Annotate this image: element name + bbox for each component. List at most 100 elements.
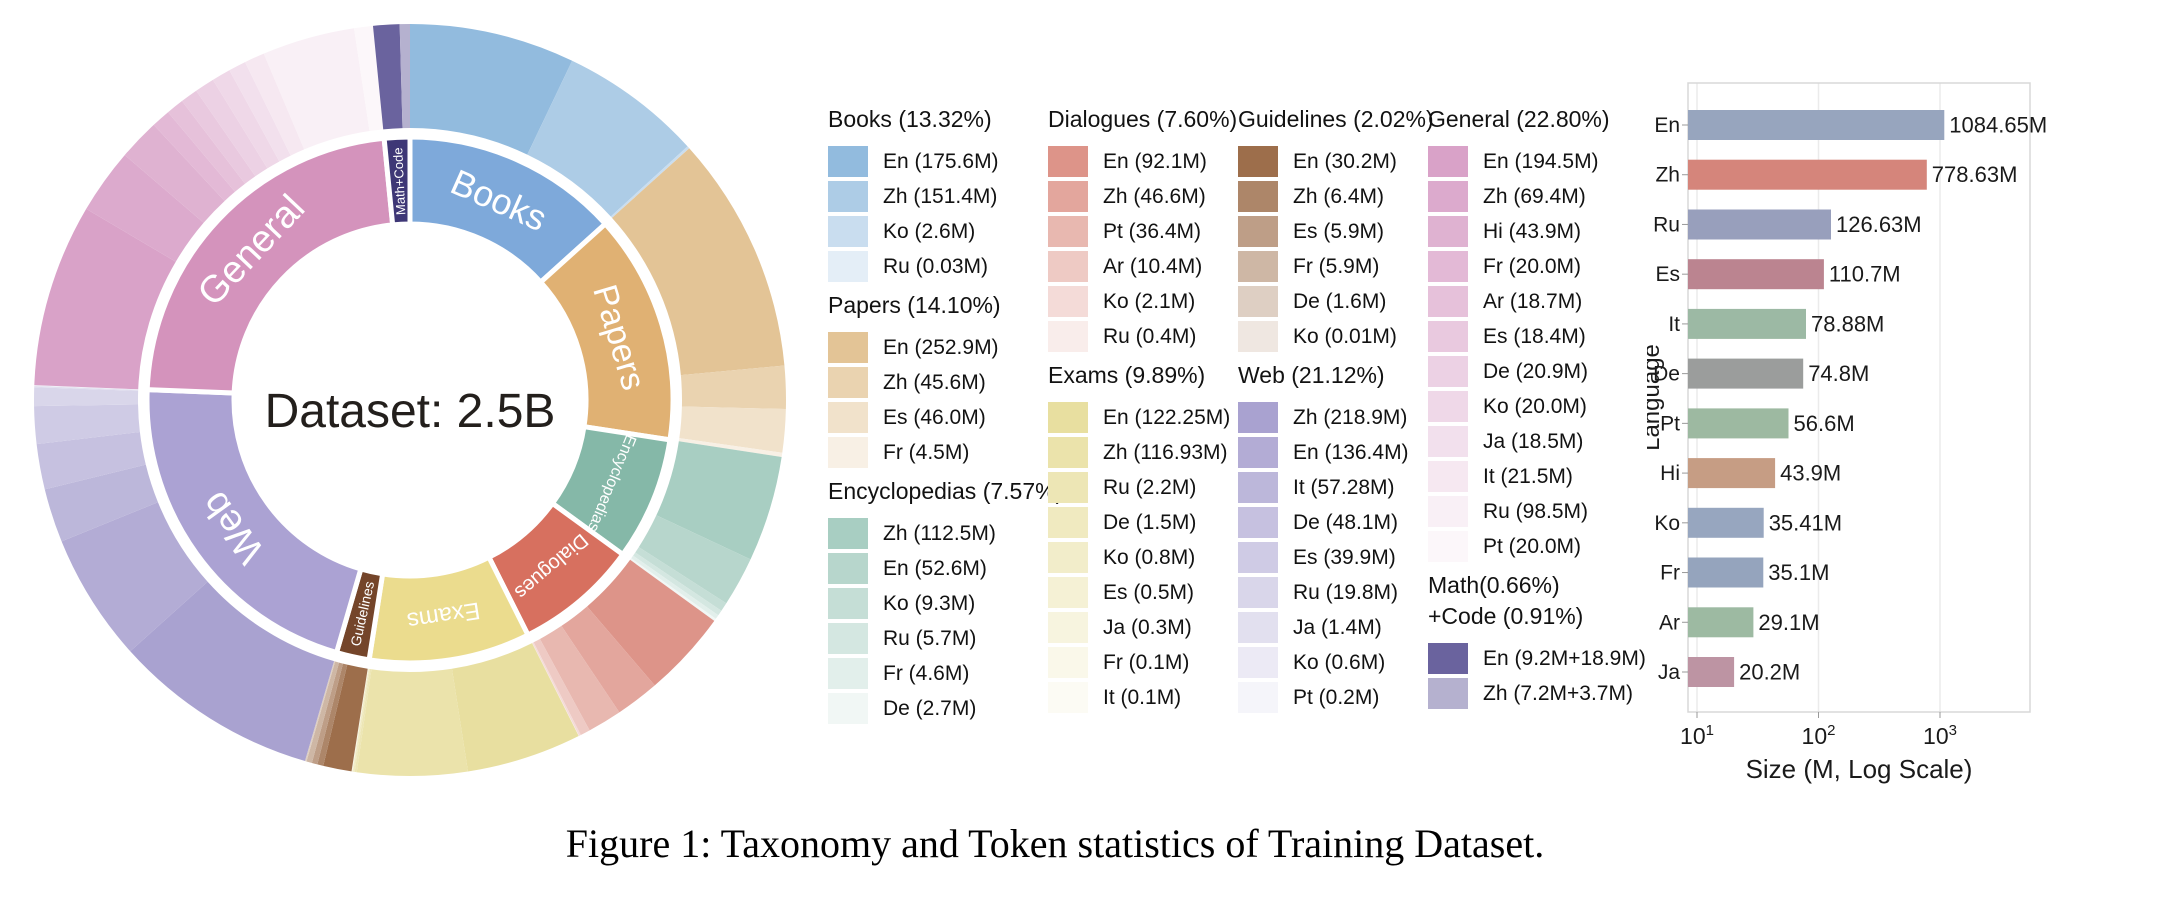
legend-item-label: De (48.1M) [1293,510,1399,534]
y-tick-label-hi: Hi [1660,462,1680,485]
donut-outer-segment-books-zh [527,60,688,217]
legend-swatch [1428,461,1468,492]
legend-item-general-it: It (21.5M) [1428,461,1644,492]
legend-item-guidelines-zh: Zh (6.4M) [1238,181,1454,212]
legend-item-label: En (30.2M) [1293,149,1397,173]
legend-item-label: En (252.9M) [883,335,999,359]
donut-outer-segment-web-ja [34,385,139,391]
legend-item-label: En (122.25M) [1103,405,1231,429]
legend-swatch [1238,146,1278,177]
legend-item-label: It (0.1M) [1103,685,1182,709]
legend-swatch [1048,542,1088,573]
donut-svg: BooksPapersEncyclopediasDialoguesExamsGu… [34,23,786,777]
legend-group-header-exams: Exams (9.89%) [1048,362,1206,388]
legend-swatch [828,518,868,549]
legend-item-encyclopedias-en: En (52.6M) [828,553,1044,584]
legend-item-books-ko: Ko (2.6M) [828,216,1044,247]
bar-zh [1688,159,1927,190]
legend-group-header-guidelines: Guidelines (2.02%) [1238,106,1434,132]
bar-de [1688,358,1804,389]
legend-swatch [828,402,868,433]
legend-item-exams-ru: Ru (2.2M) [1048,472,1264,503]
legend-swatch [828,588,868,619]
bar-value-label-it: 78.88M [1811,311,1884,336]
legend-group-header-encyclopedias: Encyclopedias (7.57%) [828,478,1064,504]
y-tick-label-it: It [1668,313,1680,336]
legend-item-encyclopedias-ko: Ko (9.3M) [828,588,1044,619]
legend-group-header-math-code: +Code (0.91%) [1428,603,1584,629]
legend-swatch [828,181,868,212]
legend-item-general-de: De (20.9M) [1428,356,1644,387]
legend-group-header-books: Books (13.32%) [828,106,992,132]
legend-swatch [1238,682,1278,713]
legend-item-label: Ar (18.7M) [1483,289,1583,313]
legend-item-label: Zh (6.4M) [1293,184,1385,208]
legend-item-general-ar: Ar (18.7M) [1428,286,1644,317]
y-tick-label-en: En [1654,114,1680,137]
donut-outer-segment-general-zh [86,155,204,262]
legend-item-label: Ru (0.4M) [1103,324,1197,348]
y-tick-label-ko: Ko [1654,512,1680,535]
bar-ja [1688,657,1735,687]
legend-item-exams-es: Es (0.5M) [1048,577,1264,608]
legend-swatch [828,332,868,363]
legend-swatch [1238,577,1278,608]
legend-swatch [1428,391,1468,422]
legend-item-general-pt: Pt (20.0M) [1428,531,1644,562]
legend-item-exams-de: De (1.5M) [1048,507,1264,538]
bar-hi [1688,458,1776,489]
legend-item-label: Pt (20.0M) [1483,534,1582,558]
y-tick-label-ar: Ar [1659,611,1680,634]
legend-swatch [1048,507,1088,538]
donut-outer-segment-guidelines-zh [317,663,348,766]
donut-inner-segment-general [144,135,396,396]
legend-column-3: Guidelines (2.02%) En (30.2M) Zh (6.4M) Es … [1238,98,1454,717]
x-tick-label: 103 [1923,722,1957,749]
donut-outer-segment-exams-ru [354,669,372,773]
legend-column-4: General (22.80%) En (194.5M) Zh (69.4M) Hi … [1428,98,1646,713]
legend-swatch [1428,181,1468,212]
legend-item-exams-ja: Ja (0.3M) [1048,612,1264,643]
legend-item-label: Ko (9.3M) [883,591,976,615]
donut-outer-segment-dialogues-zh [561,606,655,713]
legend-item-exams-en: En (122.25M) [1048,402,1264,433]
legend-item-label: Ko (20.0M) [1483,394,1587,418]
legend-item-label: Fr (4.5M) [883,440,970,464]
legend-item-web-de: De (48.1M) [1238,507,1454,538]
y-tick-label-ja: Ja [1658,661,1681,684]
bar-ar [1688,607,1754,638]
donut-outer-segment-encyclopedias-de [630,558,716,621]
legend-item-general-ja: Ja (18.5M) [1428,426,1644,457]
legend-swatch [828,693,868,724]
donut-outer-segment-general-es [181,90,256,184]
donut-outer-segment-general-hi [124,124,225,223]
legend-item-label: De (20.9M) [1483,359,1589,383]
legend-item-encyclopedias-ru: Ru (5.7M) [828,623,1044,654]
legend-group-header-web: Web (21.12%) [1238,362,1385,388]
legend-item-encyclopedias-fr: Fr (4.6M) [828,658,1044,689]
legend-swatch [1048,181,1088,212]
x-axis-label: Size (M, Log Scale) [1746,754,1973,784]
legend-item-dialogues-ko: Ko (2.1M) [1048,286,1264,317]
legend-item-math-code-zh: Zh (7.2M+3.7M) [1428,678,1644,709]
legend-item-label: En (52.6M) [883,556,987,580]
legend-item-guidelines-de: De (1.6M) [1238,286,1454,317]
legend-swatch [1048,146,1088,177]
legend-item-label: Ru (5.7M) [883,626,977,650]
legend-item-exams-fr: Fr (0.1M) [1048,647,1264,678]
legend-swatch [1048,286,1088,317]
legend-swatch [1048,402,1088,433]
legend-swatch [1048,647,1088,678]
legend-item-label: Pt (0.2M) [1293,685,1380,709]
legend-item-exams-zh: Zh (116.93M) [1048,437,1264,468]
donut-outer-segment-guidelines-en [323,664,368,772]
legend-item-dialogues-ru: Ru (0.4M) [1048,321,1264,352]
bar-it [1688,308,1806,339]
y-tick-label-ru: Ru [1653,214,1680,237]
legend-column-1: Books (13.32%) En (175.6M) Zh (151.4M) Ko (… [828,98,1064,728]
donut-outer-segment-papers-es [679,406,786,453]
donut-outer-segment-papers-zh [680,365,786,410]
legend-swatch [1238,181,1278,212]
legend-swatch [1048,472,1088,503]
donut-outer-segment-web-it [44,464,158,542]
